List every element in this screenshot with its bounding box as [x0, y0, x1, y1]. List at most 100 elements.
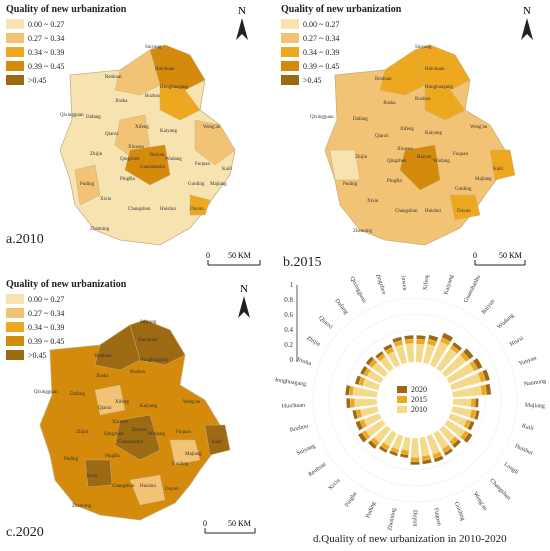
bar-2010 [373, 425, 392, 443]
bar-2010 [363, 413, 382, 427]
scale-bar: 0 50 KM [203, 519, 256, 534]
place-label: Jinsha [96, 374, 109, 379]
axis-tick-label: 1 [290, 281, 294, 289]
category-label: Baiyun [481, 298, 496, 315]
bar-2010 [438, 425, 456, 442]
category-label: Huaxi [509, 335, 525, 348]
place-label: Changshun [112, 484, 135, 489]
place-label: Honghuagang [160, 85, 189, 90]
svg-text:0: 0 [206, 251, 210, 260]
svg-text:50 KM: 50 KM [228, 251, 251, 260]
bar-2010 [360, 406, 380, 418]
map-panel-2020: Quality of new urbanization 0.00 ~ 0.27 … [0, 275, 275, 551]
legend-item: >0.45 [6, 349, 64, 361]
bar-2010 [452, 398, 472, 407]
legend-item: 0.39 ~ 0.45 [281, 60, 339, 72]
place-label: Fuquan [176, 430, 192, 435]
legend-item: 0.27 ~ 0.34 [6, 307, 64, 319]
legend-item: 0.34 ~ 0.39 [281, 46, 339, 58]
place-label: Qingzhen [104, 432, 124, 437]
bar-2010 [379, 356, 394, 373]
place-label: Majiang [210, 182, 227, 187]
map-2015: N Suiyang Huichuan Renhuai Honghuagang B… [310, 5, 533, 266]
place-label: Zhenning [90, 227, 110, 232]
bar-2010 [405, 343, 415, 363]
legend-swatch [397, 406, 407, 413]
legend-swatch [6, 308, 24, 318]
grid-ring [328, 313, 502, 487]
place-label: Qixingguan [310, 115, 334, 120]
place-label: Changshun [395, 209, 418, 214]
category-label: Huichuan [282, 403, 306, 410]
legend-swatch [281, 61, 299, 71]
place-label: Jinsha [115, 99, 128, 104]
place-label: Xiuwen [112, 420, 128, 425]
place-label: Changshun [128, 207, 151, 212]
bar-2010 [354, 398, 378, 408]
legend-label: 0.27 ~ 0.34 [28, 33, 65, 43]
bar-2010 [446, 363, 475, 384]
bar-2010 [362, 378, 381, 391]
place-label: Kaili [212, 440, 223, 445]
place-label: Bozhou [130, 370, 146, 375]
place-label: Bozhou [415, 97, 431, 102]
category-label: Qianxi [317, 315, 334, 330]
legend-label: 0.39 ~ 0.45 [28, 336, 65, 346]
place-label: Huichuan [425, 67, 445, 72]
axis-tick-label: 0.6 [284, 311, 293, 319]
place-label: Kaili [493, 167, 504, 172]
legend-label: 0.00 ~ 0.27 [28, 19, 65, 29]
legend-label: 0.00 ~ 0.27 [303, 19, 340, 29]
legend-item: >0.45 [281, 74, 339, 86]
map-2010: N Suiyang Huichuan Renhuai Honghuagang B… [59, 5, 261, 266]
bar-2010 [401, 436, 411, 451]
category-label: Majiang [525, 403, 545, 410]
legend-item: 0.34 ~ 0.39 [6, 46, 64, 58]
legend-title: Quality of new urbanization [6, 279, 127, 290]
north-arrow-icon: N [236, 5, 248, 40]
north-arrow-icon: N [521, 5, 533, 40]
place-label: Huishui [140, 484, 156, 489]
category-label: Qixingguan [349, 276, 367, 304]
legend-label: >0.45 [28, 350, 47, 360]
legend-item: 0.27 ~ 0.34 [281, 32, 339, 44]
place-label: Zhijin [76, 430, 89, 435]
map-2020: N Suiyang Huichuan Renhuai Honghuagang B… [34, 283, 256, 534]
place-label: Weng'an [203, 125, 221, 130]
bar-2010 [415, 343, 425, 363]
place-label: Puding [64, 457, 79, 462]
category-label: Xiuwen [399, 275, 407, 291]
legend-label: 0.34 ~ 0.39 [303, 47, 340, 57]
bar-2010 [450, 406, 472, 418]
bar-2010 [451, 385, 482, 398]
category-label: Fuquan [433, 508, 442, 527]
svg-text:N: N [240, 283, 248, 295]
place-label: Zhijin [90, 152, 103, 157]
category-label: Kaiyang [443, 275, 454, 295]
category-label: Zhenning [387, 508, 397, 532]
bar-2010 [432, 430, 449, 450]
category-label: Renhuai [308, 461, 328, 478]
bar-2010 [365, 419, 386, 438]
place-label: Baiyun [150, 153, 165, 158]
bar-2010 [391, 433, 404, 450]
bar-2010 [387, 351, 401, 368]
legend-swatch [6, 47, 24, 57]
bar-2010 [372, 362, 389, 378]
legend-item: 0.00 ~ 0.27 [281, 18, 339, 30]
place-label: Renhuai [375, 77, 392, 82]
category-label: Pingba [344, 491, 358, 509]
place-label: Dafang [353, 117, 368, 122]
place-label: Weng'an [470, 125, 488, 130]
place-label: Jinsha [383, 101, 396, 106]
place-label: Duyun [190, 207, 204, 212]
svg-text:N: N [523, 5, 531, 17]
place-label: Xifeng [400, 127, 414, 132]
place-label: Huichuan [138, 338, 158, 343]
north-arrow-icon: N [238, 283, 250, 318]
legend-item: 0.00 ~ 0.27 [6, 293, 64, 305]
place-label: Baiyun [132, 428, 147, 433]
place-label: Qixingguan [34, 390, 58, 395]
place-label: Weng'an [183, 400, 201, 405]
legend-swatch [6, 19, 24, 29]
